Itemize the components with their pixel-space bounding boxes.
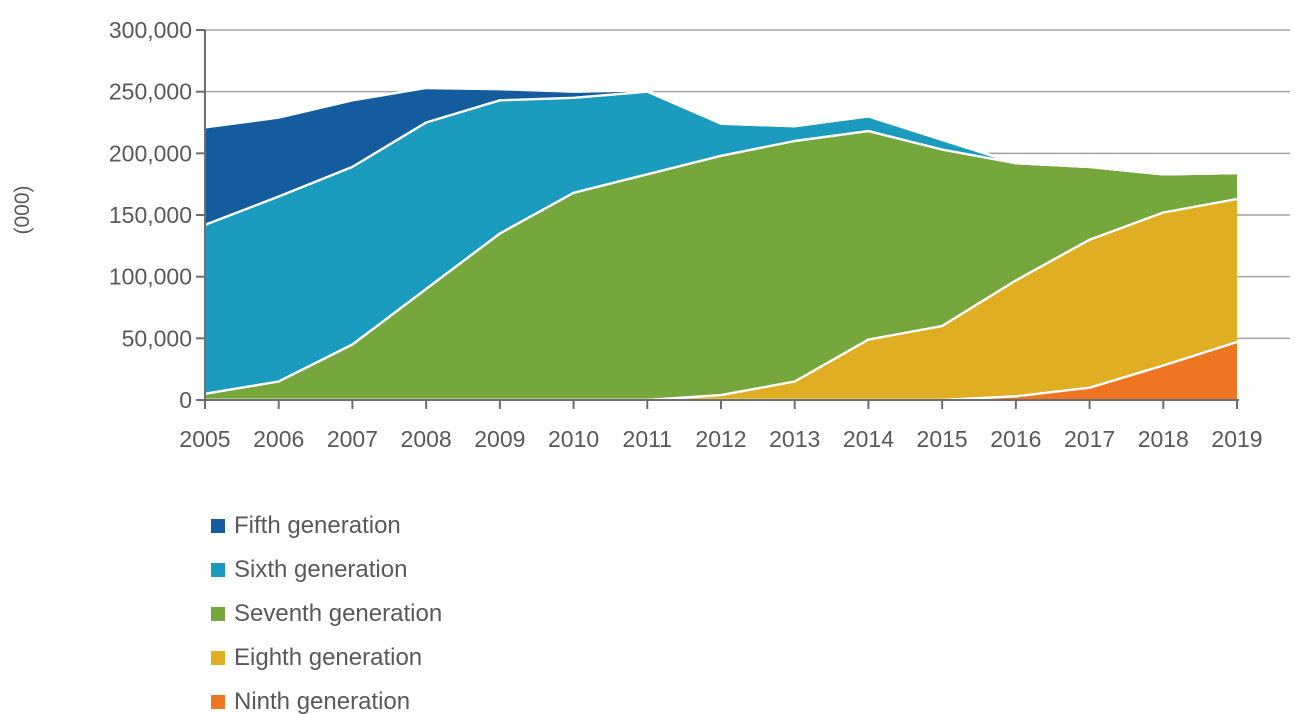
legend-item-seventh-generation: Seventh generation [211,599,443,627]
legend-label: Sixth generation [234,555,408,583]
area-eighth-generation [205,199,1237,400]
series-boundary-line [203,86,1239,176]
x-tick-label: 2014 [843,426,894,452]
area-ninth-generation [205,342,1237,400]
y-tick-label: 100,000 [109,264,192,290]
legend-item-fifth-generation: Fifth generation [211,511,442,539]
legend-item-ninth-generation: Ninth generation [211,687,442,714]
legend-label: Ninth generation [234,687,411,714]
x-tick-label: 2018 [1138,426,1189,452]
x-tick-label: 2006 [253,426,304,452]
x-tick-label: 2015 [917,426,968,452]
y-tick-label: 150,000 [109,202,192,228]
legend: Fifth generation Sixth generation Seventh … [211,511,443,714]
x-tick-label: 2012 [695,426,746,452]
y-tick-label: 50,000 [122,325,192,351]
legend-swatch [211,518,225,533]
legend-label: Seventh generation [234,599,443,627]
x-tick-label: 2009 [474,426,525,452]
y-axis-title: (000) [11,185,34,235]
y-tick-label: 0 [179,387,192,413]
x-tick-label: 2016 [990,426,1041,452]
stacked-area-chart: 0 50,000 100,000 150,000 200,000 250,000 300,0… [109,17,1290,452]
x-tick-label: 2013 [769,426,820,452]
y-tick-label: 300,000 [109,17,192,43]
x-tick-label: 2008 [401,426,452,452]
y-tick-label: 200,000 [109,140,192,166]
legend-label: Eighth generation [234,643,423,671]
legend-item-eighth-generation: Eighth generation [211,643,442,671]
x-tick-label: 2017 [1064,426,1115,452]
x-tick-label: 2011 [623,426,672,452]
x-tick-label: 2005 [179,426,230,452]
legend-swatch [211,562,225,577]
legend-swatch [211,606,225,621]
legend-item-sixth-generation: Sixth generation [211,555,442,583]
x-tick-label: 2007 [327,426,378,452]
x-tick-label: 2019 [1211,426,1262,452]
x-tick-label: 2010 [548,426,599,452]
y-tick-label: 250,000 [109,79,192,105]
legend-label: Fifth generation [234,511,401,539]
legend-swatch [211,650,225,665]
legend-swatch [211,694,225,709]
